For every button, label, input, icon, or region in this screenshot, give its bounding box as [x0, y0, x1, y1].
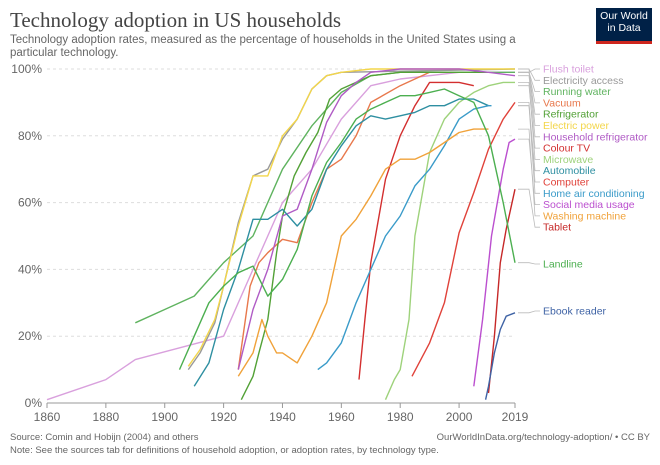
series-line	[411, 101, 516, 377]
chart-title: Technology adoption in US households	[10, 8, 342, 32]
legend-leader-line	[518, 105, 540, 194]
legend-label: Computer	[543, 177, 590, 189]
series-line	[240, 71, 489, 401]
chart-subtitle: Technology adoption rates, measured as t…	[10, 34, 516, 59]
legend-label: Home air conditioning	[543, 188, 645, 200]
series-line	[178, 88, 516, 370]
series-line	[193, 98, 489, 387]
legend-label: Running water	[543, 86, 611, 98]
logo-line-2: in Data	[607, 22, 641, 34]
x-tick-label: 1880	[93, 410, 120, 424]
legend-label: Ebook reader	[543, 306, 607, 318]
legend-label: Automobile	[543, 165, 596, 177]
legend-leader-line	[518, 102, 540, 183]
logo-line-1: Our World	[600, 10, 648, 22]
legend-leader-line	[518, 105, 540, 172]
legend-leader-line	[518, 68, 540, 126]
x-tick-label: 1980	[387, 410, 414, 424]
legend-leader-line	[518, 138, 540, 205]
x-tick-label: 2019	[502, 410, 529, 424]
legend-label: Electric power	[543, 120, 609, 132]
legend-leader-line	[518, 71, 540, 115]
series-line	[487, 189, 516, 394]
series-line	[317, 105, 492, 371]
series-line	[237, 71, 430, 370]
source-note: Source: Comin and Hobijn (2004) and othe…	[10, 432, 199, 443]
legend-leader-line	[518, 262, 540, 265]
y-tick-label: 20%	[18, 329, 42, 343]
series-line	[187, 68, 515, 367]
x-tick-label: 1900	[151, 410, 178, 424]
series-line	[237, 128, 489, 377]
x-tick-label: 2000	[446, 410, 473, 424]
legend-label: Refrigerator	[543, 109, 599, 121]
owid-logo[interactable]: Our World in Data	[596, 8, 652, 44]
series-line	[358, 81, 474, 380]
legend-label: Vacuum	[543, 97, 581, 109]
legend-leader-line	[518, 75, 540, 138]
legend-label: Landline	[543, 259, 583, 271]
legend-label: Social media usage	[543, 199, 635, 211]
x-tick-label: 1920	[210, 410, 237, 424]
y-tick-label: 40%	[18, 262, 42, 276]
legend-leader-line	[518, 128, 540, 217]
legend-label: Microwave	[543, 154, 593, 166]
legend-label: Tablet	[543, 222, 571, 234]
legend-label: Household refrigerator	[543, 131, 648, 143]
x-tick-label: 1940	[269, 410, 296, 424]
legend-label: Flush toilet	[543, 64, 594, 76]
x-tick-label: 1860	[34, 410, 61, 424]
y-tick-label: 0%	[25, 396, 43, 410]
footnote: Note: See the sources tab for definition…	[10, 445, 439, 456]
series-line	[473, 138, 516, 387]
legend-leader-line	[518, 188, 540, 228]
y-tick-label: 80%	[18, 129, 42, 143]
series-line	[46, 71, 515, 401]
legend-label: Colour TV	[543, 143, 590, 155]
legend-leader-line	[518, 82, 540, 160]
series-line	[384, 81, 515, 400]
legend-label: Electricity access	[543, 75, 624, 87]
y-tick-label: 60%	[18, 196, 42, 210]
logo-accent-bar	[596, 41, 652, 44]
legend-leader-line	[518, 310, 540, 314]
y-tick-label: 100%	[11, 62, 42, 76]
x-tick-label: 1960	[328, 410, 355, 424]
legend-label: Washing machine	[543, 210, 626, 222]
series-line	[484, 312, 516, 400]
source-url[interactable]: OurWorldInData.org/technology-adoption/ …	[436, 432, 650, 443]
series-line	[237, 68, 516, 370]
